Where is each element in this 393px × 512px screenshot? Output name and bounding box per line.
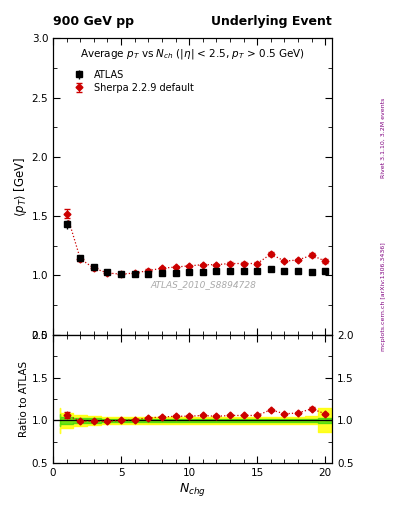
Y-axis label: $\langle p_T \rangle$ [GeV]: $\langle p_T \rangle$ [GeV]: [12, 156, 29, 217]
Text: Rivet 3.1.10, 3.2M events: Rivet 3.1.10, 3.2M events: [381, 98, 386, 178]
Text: Underlying Event: Underlying Event: [211, 15, 332, 28]
Text: ATLAS_2010_S8894728: ATLAS_2010_S8894728: [151, 280, 257, 289]
Text: mcplots.cern.ch [arXiv:1306.3436]: mcplots.cern.ch [arXiv:1306.3436]: [381, 243, 386, 351]
X-axis label: $N_{chg}$: $N_{chg}$: [179, 481, 206, 498]
Legend: ATLAS, Sherpa 2.2.9 default: ATLAS, Sherpa 2.2.9 default: [65, 66, 197, 97]
Y-axis label: Ratio to ATLAS: Ratio to ATLAS: [19, 361, 29, 437]
Text: 900 GeV pp: 900 GeV pp: [53, 15, 134, 28]
Text: Average $p_T$ vs $N_{ch}$ ($|\eta|$ < 2.5, $p_T$ > 0.5 GeV): Average $p_T$ vs $N_{ch}$ ($|\eta|$ < 2.…: [80, 47, 305, 61]
